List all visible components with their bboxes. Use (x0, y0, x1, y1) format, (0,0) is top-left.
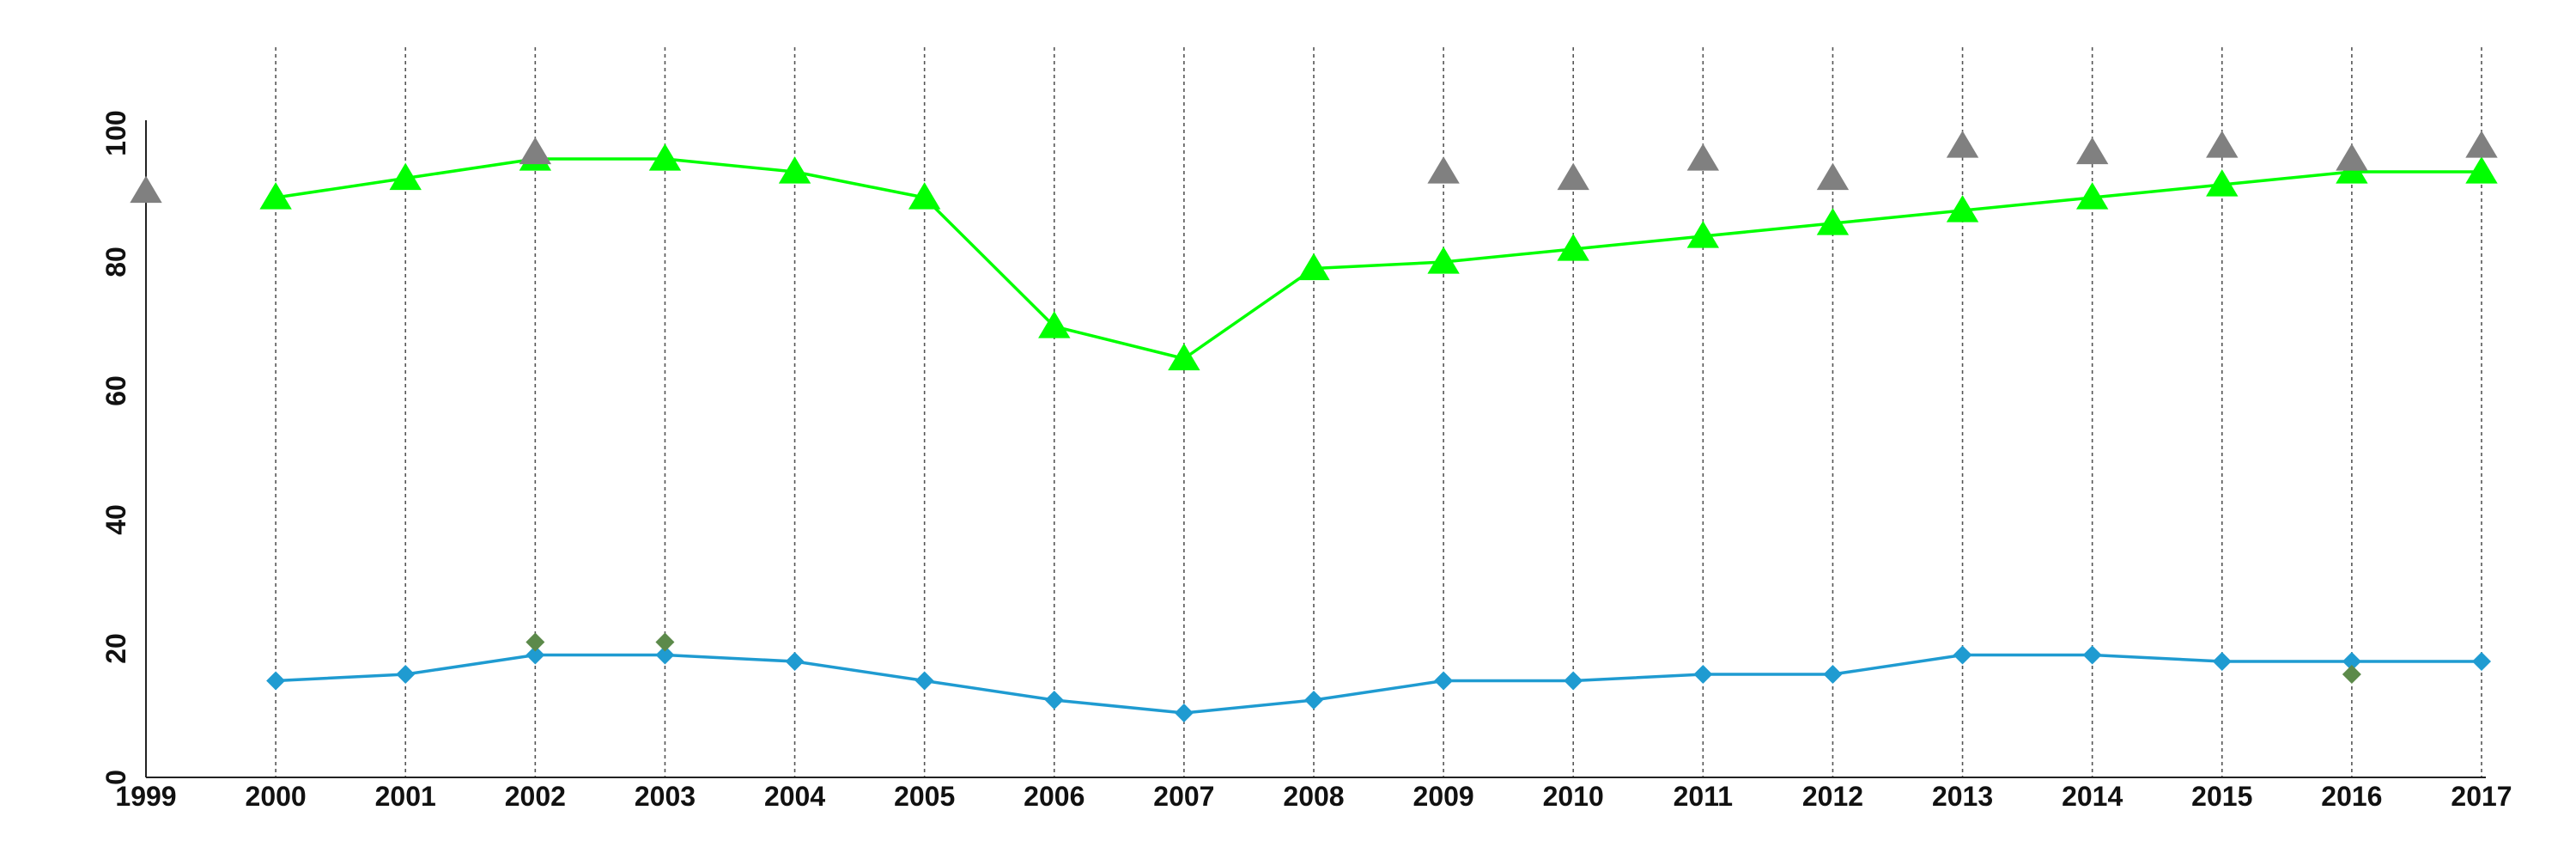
series-0-line (275, 157, 2482, 361)
x-tick-label-2003: 2003 (635, 781, 696, 812)
series-2-point-2013 (1946, 131, 1979, 158)
series-2-point-2010 (1557, 162, 1589, 191)
series-2-point-2015 (2206, 131, 2239, 158)
series-1-point-2009 (1434, 671, 1454, 691)
x-tick-label-2011: 2011 (1674, 781, 1733, 812)
x-tick-label-1999: 1999 (115, 781, 176, 812)
series-3-diamond-markers (526, 632, 2361, 684)
x-tick-label-2009: 2009 (1413, 781, 1474, 812)
axes (145, 120, 2486, 778)
series-2-point-2012 (1816, 162, 1850, 191)
series-0-point-2003 (648, 143, 682, 171)
y-tick-label-100: 100 (100, 110, 131, 155)
x-tick-label-2007: 2007 (1153, 781, 1214, 812)
series-2-triangle-markers (130, 131, 2498, 204)
y-tick-label-60: 60 (100, 375, 131, 406)
x-tick-label-2017: 2017 (2451, 781, 2512, 812)
series-1-point-2000 (266, 671, 286, 691)
series-0-point-2010 (1557, 234, 1589, 261)
series-1-point-2010 (1564, 671, 1583, 691)
series-0-point-2011 (1686, 221, 1720, 248)
series-0-point-2008 (1297, 253, 1330, 281)
series-1-point-2006 (1044, 691, 1064, 710)
x-tick-label-2006: 2006 (1024, 781, 1084, 812)
series-2-point-2011 (1686, 143, 1720, 171)
series-0-point-2017 (2465, 156, 2498, 184)
x-tick-label-2002: 2002 (505, 781, 566, 812)
series-1-point-2002 (526, 645, 545, 665)
series-2-point-2017 (2465, 131, 2498, 158)
series-3-point-2003 (655, 632, 675, 652)
series-0-triangle-line (259, 143, 2498, 371)
series-1-point-2013 (1953, 645, 1972, 665)
x-tick-label-2001: 2001 (375, 781, 436, 812)
x-tick-label-2016: 2016 (2321, 781, 2382, 812)
series-3-point-2002 (526, 632, 545, 652)
series-0-point-2009 (1427, 247, 1460, 274)
series-2-point-1999 (130, 175, 162, 204)
x-tick-label-2000: 2000 (246, 781, 307, 812)
series-1-point-2012 (1823, 665, 1843, 684)
y-tick-label-80: 80 (100, 247, 131, 277)
x-tick-label-2012: 2012 (1802, 781, 1863, 812)
series-0-point-2013 (1946, 195, 1979, 222)
series-2-point-2016 (2336, 143, 2368, 171)
series-1-point-2001 (396, 665, 416, 684)
series-0-point-2000 (259, 182, 292, 210)
y-tick-label-20: 20 (100, 633, 131, 664)
series-0-point-2015 (2206, 169, 2239, 197)
series-1-point-2005 (914, 671, 934, 691)
series-2-point-2002 (519, 137, 552, 165)
series-1-point-2004 (785, 652, 805, 671)
series-0-point-2014 (2075, 182, 2109, 210)
series-3-point-2016 (2342, 665, 2361, 684)
series-1-point-2008 (1304, 691, 1323, 710)
series-1-line (276, 653, 2482, 715)
x-tick-label-2008: 2008 (1283, 781, 1344, 812)
series-2-point-2014 (2075, 137, 2109, 165)
tick-labels: 1999 2000 2001 2002 2003 2004 2005 2006 2007 2008… (100, 110, 2512, 812)
x-tick-label-2013: 2013 (1932, 781, 1993, 812)
y-tick-label-0: 0 (100, 770, 131, 785)
x-tick-label-2004: 2004 (764, 781, 825, 812)
series-0-point-2012 (1816, 208, 1850, 235)
marker-layer (130, 131, 2498, 684)
series-1-point-2015 (2212, 652, 2232, 671)
series-1-point-2016 (2342, 652, 2361, 671)
series-2-point-2009 (1427, 156, 1460, 184)
series-layer (259, 143, 2498, 722)
x-tick-label-2010: 2010 (1543, 781, 1604, 812)
series-1-diamond-line (266, 645, 2491, 722)
series-1-point-2014 (2082, 645, 2102, 665)
series-0-point-2007 (1168, 343, 1200, 371)
y-tick-label-40: 40 (100, 504, 131, 535)
x-tick-label-2005: 2005 (894, 781, 955, 812)
vertical-gridlines (275, 47, 2482, 777)
series-1-point-2017 (2472, 652, 2491, 671)
x-tick-label-2015: 2015 (2191, 781, 2252, 812)
series-0-point-2005 (908, 182, 941, 210)
series-1-point-2007 (1174, 704, 1194, 722)
series-0-point-2006 (1038, 311, 1071, 338)
series-0-point-2004 (778, 156, 811, 184)
series-0-point-2001 (389, 162, 422, 191)
series-1-point-2003 (655, 645, 675, 665)
series-1-point-2011 (1693, 665, 1713, 684)
x-tick-label-2014: 2014 (2062, 781, 2123, 812)
